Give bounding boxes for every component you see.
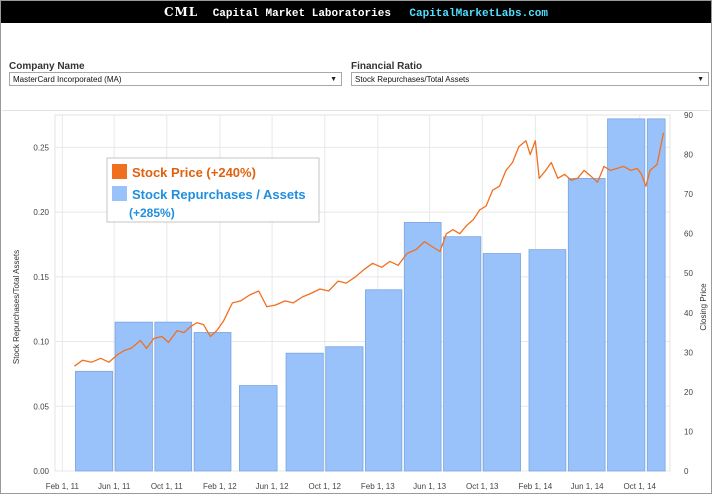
- y-right-tick-label: 0: [684, 467, 689, 476]
- legend-line-swatch: [112, 164, 127, 179]
- x-tick-label: Oct 1, 12: [309, 482, 342, 491]
- brand-url-link[interactable]: CapitalMarketLabs.com: [409, 8, 549, 20]
- bar: [567, 178, 606, 472]
- bar: [75, 370, 114, 472]
- brand-bar: CML Capital Market Laboratories CapitalM…: [1, 1, 711, 23]
- company-select[interactable]: MasterCard Incorporated (MA) ▼: [9, 72, 342, 86]
- legend: Stock Price (+240%) Stock Repurchases / …: [106, 157, 320, 223]
- bar-series: [75, 118, 666, 472]
- x-tick-label: Oct 1, 13: [466, 482, 499, 491]
- bar: [365, 289, 403, 472]
- y-right-tick-label: 20: [684, 388, 693, 397]
- axes: Feb 1, 11 Jun 1, 11 Oct 1, 11 Feb 1, 12 Jun …: [33, 111, 693, 491]
- brand-name: Capital Market Laboratories: [212, 8, 391, 20]
- legend-box: [106, 157, 320, 223]
- y-right-tick-label: 70: [684, 190, 693, 199]
- y-right-tick-label: 80: [684, 151, 693, 160]
- x-tick-label: Oct 1, 14: [624, 482, 657, 491]
- bar: [114, 321, 153, 472]
- bar: [403, 222, 442, 472]
- legend-line-label: Stock Price (+240%): [132, 165, 256, 180]
- bar: [193, 332, 232, 472]
- y-right-tick-label: 10: [684, 427, 693, 436]
- bar: [646, 118, 666, 472]
- company-select-value: MasterCard Incorporated (MA): [13, 75, 122, 84]
- line-series: [74, 132, 665, 367]
- bar: [482, 253, 521, 472]
- y-right-tick-label: 60: [684, 230, 693, 239]
- y-left-tick-label: 0.00: [33, 467, 49, 476]
- brand-logo: CML: [163, 5, 199, 19]
- ratio-label: Financial Ratio: [351, 61, 423, 72]
- y-left-tick-label: 0.25: [33, 143, 49, 152]
- x-tick-label: Feb 1, 14: [518, 482, 552, 491]
- y-left-tick-label: 0.10: [33, 338, 49, 347]
- stock-price-line: [74, 132, 665, 367]
- bar: [325, 346, 364, 472]
- x-tick-label: Jun 1, 12: [256, 482, 289, 491]
- legend-bar-label: Stock Repurchases / Assets: [132, 187, 306, 202]
- y-axis-right-label: Closing Price: [699, 283, 708, 331]
- y-left-tick-label: 0.15: [33, 273, 49, 282]
- y-right-tick-label: 40: [684, 309, 693, 318]
- x-tick-label: Feb 1, 13: [361, 482, 395, 491]
- chevron-down-icon: ▼: [330, 76, 337, 83]
- bar: [239, 385, 278, 472]
- chevron-down-icon: ▼: [697, 76, 704, 83]
- y-axis-left-label: Stock Repurchases/Total Assets: [12, 250, 21, 364]
- x-tick-label: Feb 1, 11: [46, 482, 80, 491]
- bar: [285, 352, 324, 472]
- y-right-tick-label: 50: [684, 269, 693, 278]
- y-right-tick-label: 30: [684, 348, 693, 357]
- chart-panel: Feb 1, 11 Jun 1, 11 Oct 1, 11 Feb 1, 12 Jun …: [2, 110, 710, 493]
- chart-svg: Feb 1, 11 Jun 1, 11 Oct 1, 11 Feb 1, 12 Jun …: [12, 111, 708, 491]
- x-tick-label: Feb 1, 12: [203, 482, 237, 491]
- company-label: Company Name: [9, 61, 85, 72]
- y-left-tick-label: 0.05: [33, 402, 49, 411]
- ratio-select[interactable]: Stock Repurchases/Total Assets ▼: [351, 72, 709, 86]
- x-tick-label: Oct 1, 11: [151, 482, 183, 491]
- y-right-tick-label: 90: [684, 111, 693, 120]
- legend-bar-swatch: [112, 186, 127, 201]
- bar: [443, 236, 482, 472]
- x-tick-label: Jun 1, 14: [571, 482, 604, 491]
- x-tick-label: Jun 1, 13: [413, 482, 446, 491]
- legend-bar-label-change: (+285%): [129, 206, 175, 220]
- ratio-select-value: Stock Repurchases/Total Assets: [355, 75, 470, 84]
- bar: [528, 249, 567, 472]
- bar: [607, 118, 646, 472]
- y-left-tick-label: 0.20: [33, 208, 49, 217]
- bar: [154, 321, 193, 472]
- x-tick-label: Jun 1, 11: [98, 482, 131, 491]
